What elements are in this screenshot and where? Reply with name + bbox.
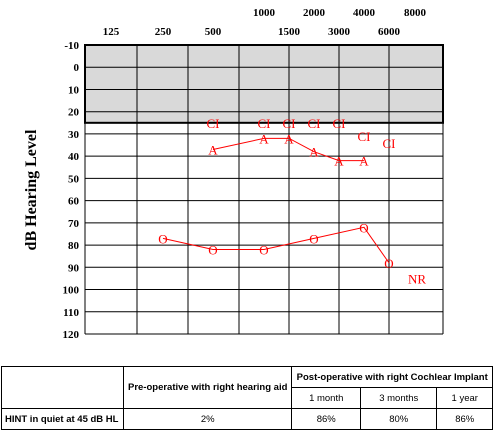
table-header-row: Pre-operative with right hearing aid Pos… [1, 366, 493, 409]
threshold-mark: O [158, 231, 167, 246]
threshold-mark: CI [333, 116, 346, 131]
threshold-mark: CI [258, 116, 271, 131]
threshold-mark: A [359, 154, 369, 169]
x-tick-label: 1000 [253, 7, 276, 19]
threshold-mark: O [208, 243, 217, 258]
threshold-mark: O [309, 231, 318, 246]
threshold-mark: A [259, 131, 269, 146]
series-line [162, 226, 390, 264]
threshold-mark: CI [308, 116, 321, 131]
subcol-1-month: 1 month [291, 387, 362, 409]
subcol-1-year: 1 year [436, 387, 493, 409]
y-tick-label: 50 [68, 173, 80, 185]
series-line [212, 137, 364, 162]
x-tick-label: 250 [155, 26, 172, 38]
x-tick-label: 1500 [278, 26, 301, 38]
x-tick-label: 2000 [303, 7, 326, 19]
normal-hearing-zone [85, 45, 443, 123]
y-tick-label: 40 [68, 151, 80, 163]
y-tick-label: 30 [68, 129, 80, 141]
y-tick-label: 0 [74, 62, 80, 74]
y-tick-label: 20 [68, 107, 80, 119]
threshold-mark: CI [207, 116, 220, 131]
audiogram-grid [84, 44, 444, 335]
y-tick-label: -10 [64, 40, 79, 52]
y-tick-label: 60 [68, 196, 80, 208]
threshold-mark: O [359, 220, 368, 235]
threshold-mark: A [208, 142, 218, 157]
y-tick-label: 10 [68, 84, 80, 96]
value-pre-op: 2% [122, 408, 293, 430]
y-tick-label: 110 [63, 307, 79, 319]
frequency-ticks: 1000 2000 4000 8000 125 250 500 1500 3000 6000 [103, 7, 427, 38]
table-row: HINT in quiet at 45 dB HL 2% 86% 80% 86% [1, 408, 493, 430]
x-tick-label: 500 [205, 26, 222, 38]
hint-table: Pre-operative with right hearing aid Pos… [1, 366, 493, 430]
value-3-months: 80% [360, 408, 438, 430]
threshold-mark: O [384, 256, 393, 271]
threshold-mark: CI [383, 136, 396, 151]
value-1-year: 86% [436, 408, 493, 430]
row-label: HINT in quiet at 45 dB HL [1, 408, 124, 430]
threshold-mark: CI [283, 116, 296, 131]
connector-lines [162, 137, 390, 264]
subcol-3-months: 3 months [360, 387, 438, 409]
x-tick-label: 4000 [353, 7, 376, 19]
x-tick-label: 6000 [378, 26, 401, 38]
y-tick-label: 90 [68, 262, 80, 274]
y-tick-label: 120 [63, 329, 80, 341]
threshold-mark: A [334, 154, 344, 169]
x-tick-label: 8000 [404, 7, 427, 19]
y-tick-label: 80 [68, 240, 80, 252]
normal-hearing-zone-border [84, 44, 444, 124]
no-response-label: NR [408, 271, 426, 286]
value-1-month: 86% [291, 408, 362, 430]
threshold-mark: A [309, 145, 319, 160]
post-op-header: Post-operative with right Cochlear Impla… [291, 366, 493, 388]
y-tick-label: 70 [68, 218, 80, 230]
table-subheader-row: 1 month 3 months 1 year [2, 387, 493, 409]
pre-op-header: Pre-operative with right hearing aid [122, 366, 293, 409]
threshold-mark: CI [358, 129, 371, 144]
y-axis-label: dB Hearing Level [23, 129, 40, 250]
x-tick-label: 3000 [328, 26, 351, 38]
y-tick-label: 100 [63, 285, 80, 297]
level-ticks: -10 0 10 20 30 40 50 60 70 80 90 100 110 120 [63, 40, 80, 341]
table-corner-cell [1, 366, 124, 409]
x-tick-label: 125 [103, 26, 120, 38]
threshold-mark: A [284, 131, 294, 146]
threshold-mark: O [259, 243, 268, 258]
